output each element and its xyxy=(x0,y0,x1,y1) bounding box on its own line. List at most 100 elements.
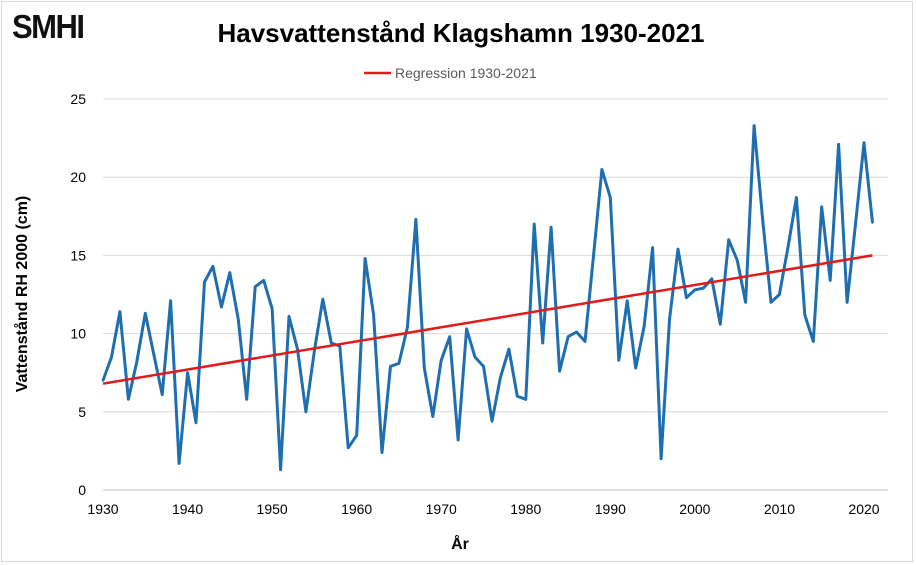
data-point xyxy=(685,296,688,299)
data-point xyxy=(583,340,587,343)
data-point xyxy=(744,301,747,304)
data-point xyxy=(473,355,477,359)
data-point xyxy=(135,360,139,363)
x-tick-label: 1930 xyxy=(87,501,118,517)
data-point xyxy=(626,299,629,302)
data-point xyxy=(127,398,130,401)
data-point xyxy=(490,419,494,423)
y-tick-label: 25 xyxy=(70,91,86,107)
data-point xyxy=(803,313,807,317)
data-point xyxy=(862,141,866,144)
series-line-vattenstand xyxy=(101,124,874,472)
x-tick-label: 1950 xyxy=(257,501,288,517)
data-point xyxy=(211,265,215,268)
data-point xyxy=(549,226,553,229)
x-tick-label: 1940 xyxy=(172,501,203,517)
data-point xyxy=(203,280,206,284)
data-point xyxy=(710,277,713,281)
data-point xyxy=(566,335,570,338)
data-point xyxy=(397,362,401,365)
data-point xyxy=(220,305,223,309)
data-point xyxy=(456,438,460,442)
data-point xyxy=(651,246,654,249)
data-point xyxy=(795,196,798,199)
x-tick-label: 2010 xyxy=(764,501,795,517)
data-point xyxy=(769,301,773,304)
data-point xyxy=(194,421,198,424)
data-point xyxy=(177,462,181,465)
data-point xyxy=(330,341,333,345)
data-point xyxy=(228,271,232,274)
data-point xyxy=(465,327,468,331)
data-point xyxy=(144,312,147,315)
data-point xyxy=(752,124,756,127)
data-point xyxy=(786,246,790,249)
y-axis-ticks: 0 5 10 15 20 25 xyxy=(70,91,86,498)
data-point xyxy=(524,398,527,401)
data-point xyxy=(245,398,248,401)
data-point xyxy=(516,394,519,398)
data-point xyxy=(812,340,815,343)
data-point xyxy=(355,434,358,437)
data-point xyxy=(321,297,325,301)
data-point xyxy=(101,379,105,382)
data-point xyxy=(363,257,367,260)
x-tick-label: 1970 xyxy=(426,501,457,517)
x-tick-label: 2020 xyxy=(848,501,879,517)
data-point xyxy=(414,218,418,221)
data-point xyxy=(389,365,392,368)
x-tick-label: 1960 xyxy=(341,501,372,517)
smhi-logo: SMHI xyxy=(12,8,85,46)
regression-line xyxy=(102,254,873,385)
data-point xyxy=(659,457,663,460)
data-point xyxy=(287,315,291,318)
legend: Regression 1930-2021 xyxy=(364,65,537,81)
data-point xyxy=(423,366,426,370)
data-point xyxy=(431,415,434,418)
x-axis-label: År xyxy=(451,534,469,553)
data-point xyxy=(668,318,671,321)
data-point xyxy=(735,258,739,262)
chart-title: Havsvattenstånd Klagshamn 1930-2021 xyxy=(217,18,704,48)
y-tick-label: 0 xyxy=(78,482,86,498)
data-point xyxy=(254,285,257,288)
data-point xyxy=(828,279,832,282)
data-point xyxy=(719,323,722,326)
data-point xyxy=(304,410,308,413)
data-point xyxy=(296,348,299,351)
data-point xyxy=(347,446,350,449)
data-point xyxy=(702,287,705,290)
data-point xyxy=(609,196,612,199)
y-tick-label: 10 xyxy=(70,326,86,342)
data-point xyxy=(110,355,113,359)
data-point xyxy=(845,301,849,304)
data-point xyxy=(448,335,451,338)
y-axis-label: Vattenstånd RH 2000 (cm) xyxy=(13,196,31,393)
y-tick-label: 15 xyxy=(70,247,86,263)
data-point xyxy=(186,371,189,374)
data-point xyxy=(499,376,502,379)
data-point xyxy=(693,288,697,292)
data-point xyxy=(533,222,536,226)
data-point xyxy=(600,168,604,171)
data-point xyxy=(761,216,764,220)
x-axis-ticks: 1930 1940 1950 1960 1970 1980 1990 2000 2010 2020 xyxy=(87,501,879,517)
data-point xyxy=(406,326,409,329)
data-point xyxy=(575,330,578,334)
gridlines xyxy=(103,98,888,491)
x-tick-label: 1980 xyxy=(510,501,541,517)
data-point xyxy=(482,365,485,368)
data-point xyxy=(634,366,637,370)
data-point xyxy=(380,451,384,454)
data-point xyxy=(617,358,620,362)
x-tick-label: 1990 xyxy=(595,501,626,517)
data-point xyxy=(727,238,730,241)
data-point xyxy=(440,358,443,362)
y-tick-label: 5 xyxy=(78,404,86,420)
data-point xyxy=(262,279,265,282)
legend-label-regression: Regression 1930-2021 xyxy=(395,65,537,81)
y-tick-label: 20 xyxy=(70,169,86,185)
data-point xyxy=(676,247,680,251)
